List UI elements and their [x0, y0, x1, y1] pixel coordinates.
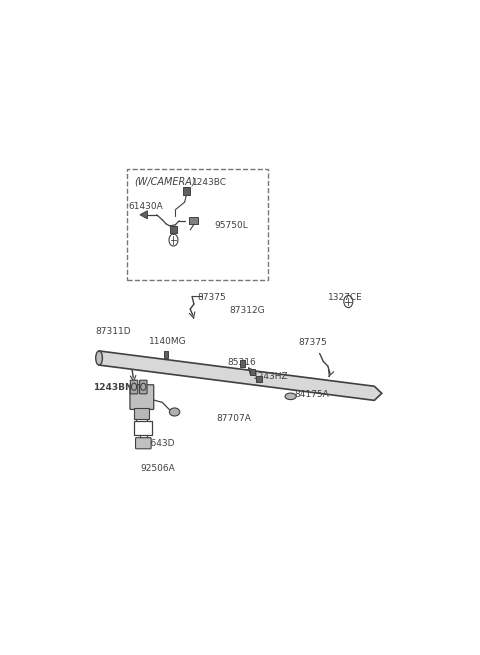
FancyBboxPatch shape	[140, 380, 147, 394]
Text: 87707A: 87707A	[216, 413, 251, 422]
Text: 1243BN: 1243BN	[94, 383, 133, 392]
Bar	[134, 409, 149, 419]
Text: 85316: 85316	[228, 358, 256, 367]
Bar	[170, 227, 177, 233]
Polygon shape	[99, 351, 382, 400]
Text: 87375: 87375	[298, 338, 327, 347]
Text: 87311D: 87311D	[96, 327, 131, 336]
Ellipse shape	[96, 351, 102, 365]
Bar	[164, 351, 168, 358]
Bar	[240, 360, 244, 367]
Bar	[256, 376, 263, 383]
Text: 87312G: 87312G	[229, 306, 265, 314]
Text: 92506A: 92506A	[140, 464, 175, 473]
Text: 1140MG: 1140MG	[149, 337, 187, 346]
Text: (W/CAMERA): (W/CAMERA)	[134, 177, 196, 187]
Polygon shape	[140, 211, 147, 219]
Text: 95750L: 95750L	[215, 221, 248, 230]
FancyBboxPatch shape	[130, 380, 138, 394]
Ellipse shape	[169, 408, 180, 416]
Text: 18643D: 18643D	[140, 439, 176, 448]
FancyBboxPatch shape	[135, 438, 151, 449]
Text: 61430A: 61430A	[129, 202, 164, 211]
FancyBboxPatch shape	[130, 384, 154, 409]
Bar	[127, 170, 268, 280]
Text: 1243HZ: 1243HZ	[253, 372, 289, 381]
Bar	[183, 187, 190, 195]
Text: 1243BC: 1243BC	[192, 178, 227, 187]
Text: 1327CE: 1327CE	[328, 293, 362, 301]
Bar	[250, 369, 255, 375]
Bar	[134, 421, 152, 435]
Bar	[190, 217, 198, 225]
Text: 84175A: 84175A	[294, 390, 329, 399]
Text: 87375: 87375	[197, 293, 226, 301]
Ellipse shape	[285, 393, 296, 400]
